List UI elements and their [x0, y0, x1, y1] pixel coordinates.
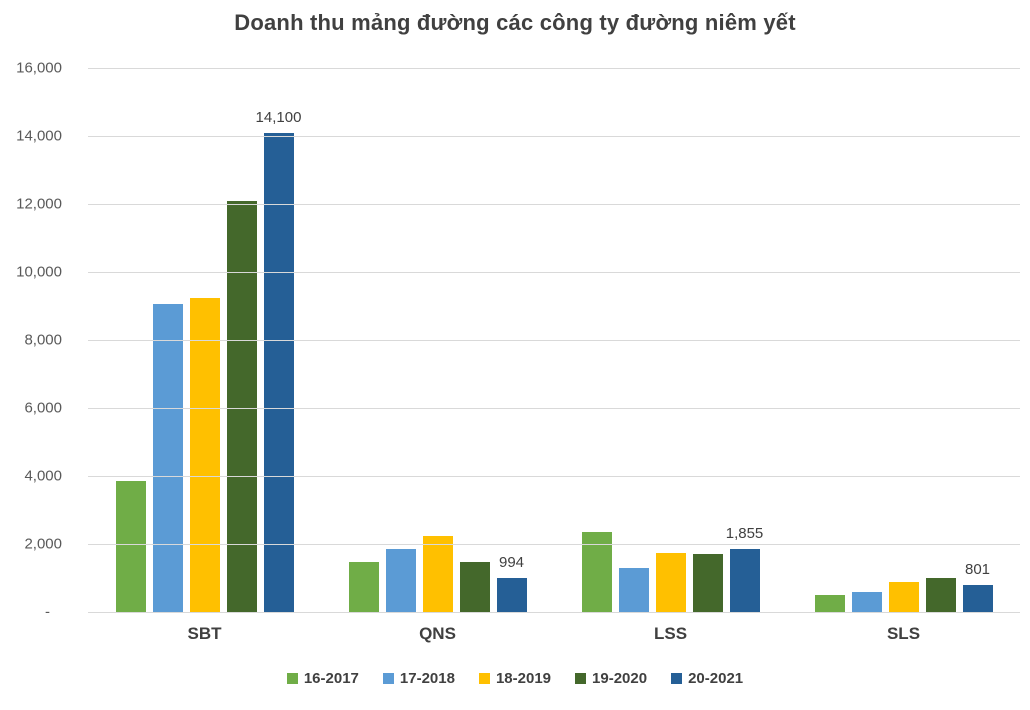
bar-group-QNS: 994	[321, 68, 554, 612]
y-tick-label-12000: 12,000	[16, 195, 62, 213]
y-tick-label-2000: 2,000	[24, 535, 62, 553]
bar-QNS-20-2021: 994	[496, 554, 527, 612]
x-tick-label-SLS: SLS	[886, 624, 921, 643]
gridline-12000	[88, 204, 1020, 205]
y-tick-label-8000: 8,000	[24, 331, 62, 349]
x-tick-label-SBT: SBT	[187, 624, 222, 643]
legend-label-19-2020: 19-2020	[592, 670, 648, 687]
bar-SLS-18-2019	[888, 582, 919, 612]
gridline-2000	[88, 544, 1020, 545]
legend-marker-icon	[382, 673, 394, 684]
bar-SLS-19-2020	[925, 578, 956, 612]
gridline-6000	[88, 408, 1020, 409]
data-label-SBT-20-2021: 14,100	[255, 108, 302, 126]
legend-label-16-2017: 16-2017	[303, 670, 359, 687]
bar-group-SLS: 801	[787, 68, 1020, 612]
legend-item-20-2021: 20-2021	[671, 670, 743, 687]
legend-marker-icon	[478, 673, 490, 684]
bar-LSS-17-2018	[618, 567, 649, 612]
gridline-0	[88, 612, 1020, 613]
bar-SLS-16-2017	[814, 595, 845, 612]
bar-group-SBT: 14,100	[88, 68, 321, 612]
bar-LSS-19-2020	[692, 554, 723, 612]
legend-item-16-2017: 16-2017	[286, 670, 359, 687]
legend-item-17-2018: 17-2018	[382, 670, 455, 687]
x-axis: SBT QNS LSS SLS	[88, 624, 1020, 644]
bar-SBT-20-2021: 14,100	[256, 109, 301, 612]
y-tick-label-4000: 4,000	[24, 467, 62, 485]
bar-SBT-19-2020	[226, 201, 257, 612]
bar-group-LSS: 1,855	[554, 68, 787, 612]
legend-marker-icon	[286, 673, 298, 684]
legend-marker-icon	[575, 673, 587, 684]
bar-QNS-16-2017	[348, 562, 379, 612]
gridline-16000	[88, 68, 1020, 69]
plot-area: 14,100 994 1,855 801	[88, 68, 1020, 613]
gridline-14000	[88, 136, 1020, 137]
legend-marker-icon	[671, 673, 683, 684]
x-tick-label-QNS: QNS	[419, 624, 456, 643]
bar-SBT-16-2017	[115, 481, 146, 612]
bar-QNS-19-2020	[459, 562, 490, 612]
y-tick-label-16000: 16,000	[16, 59, 62, 77]
bar-QNS-17-2018	[385, 549, 416, 612]
bar-SBT-18-2019	[189, 298, 220, 612]
bar-SLS-17-2018	[851, 591, 882, 612]
y-tick-label-14000: 14,000	[16, 127, 62, 145]
bar-LSS-18-2019	[655, 552, 686, 612]
legend-label-18-2019: 18-2019	[495, 670, 552, 687]
legend-label-20-2021: 20-2021	[688, 670, 744, 687]
data-label-SLS-20-2021: 801	[964, 560, 991, 578]
bar-LSS-20-2021: 1,855	[726, 525, 763, 612]
gridline-4000	[88, 476, 1020, 477]
bar-SLS-20-2021: 801	[962, 561, 993, 612]
y-tick-label-0: -	[45, 603, 50, 621]
data-label-LSS-20-2021: 1,855	[725, 524, 764, 542]
bar-SBT-17-2018	[152, 304, 183, 612]
y-tick-label-10000: 10,000	[16, 263, 62, 281]
y-tick-label-6000: 6,000	[24, 399, 62, 417]
legend-item-19-2020: 19-2020	[575, 670, 647, 687]
x-tick-label-LSS: LSS	[653, 624, 688, 643]
legend-item-18-2019: 18-2019	[478, 670, 552, 687]
data-label-QNS-20-2021: 994	[498, 554, 525, 572]
y-axis: 16,000 14,000 12,000 10,000 8,000 6,000 4,000 2…	[0, 60, 62, 621]
bar-LSS-16-2017	[581, 532, 612, 612]
bar-QNS-18-2019	[422, 535, 453, 612]
gridline-10000	[88, 272, 1020, 273]
legend: 16-2017 17-2018 18-2019 19-2020 20-2021	[0, 670, 1030, 687]
chart-title: Doanh thu mảng đường các công ty đường n…	[234, 10, 796, 35]
legend-label-17-2018: 17-2018	[399, 670, 455, 687]
bar-groups: 14,100 994 1,855 801	[88, 68, 1020, 612]
gridline-8000	[88, 340, 1020, 341]
